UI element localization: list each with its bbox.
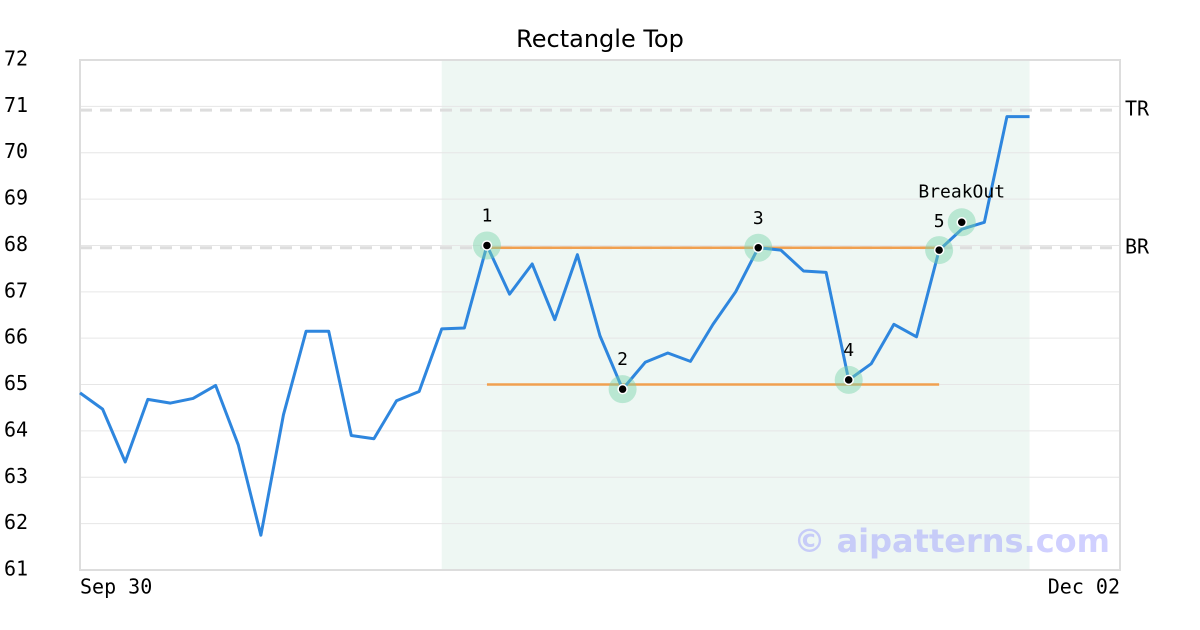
y-tick-label: 69 xyxy=(4,186,28,210)
point-label: 2 xyxy=(617,349,628,370)
price-line xyxy=(79,115,1030,537)
chart-title: Rectangle Top xyxy=(516,25,684,53)
y-tick-label: 68 xyxy=(4,232,28,256)
y-tick-label: 70 xyxy=(4,139,28,163)
y-tick-label: 67 xyxy=(4,278,28,302)
point-dot xyxy=(956,217,967,228)
y-tick-label: 64 xyxy=(4,417,28,441)
y-tick-label: 65 xyxy=(4,371,28,395)
y-tick-label: 66 xyxy=(4,325,28,349)
point-label: 3 xyxy=(753,208,764,229)
point-dot xyxy=(481,240,493,251)
shaded-region xyxy=(441,60,1030,570)
level-label: BR xyxy=(1125,234,1150,258)
point-dot xyxy=(933,244,945,256)
x-tick-label: Sep 30 xyxy=(80,575,152,599)
point-label: 5 xyxy=(934,211,945,232)
point-label: BreakOut xyxy=(918,181,1005,202)
y-tick-label: 71 xyxy=(4,93,28,117)
plot-border xyxy=(79,59,1121,571)
level-label: TR xyxy=(1125,97,1150,121)
y-tick-label: 62 xyxy=(4,510,28,534)
x-tick-label: Dec 02 xyxy=(1048,575,1120,599)
point-dot xyxy=(843,374,854,386)
y-tick-label: 72 xyxy=(4,47,28,71)
point-label: 4 xyxy=(843,340,854,361)
point-label: 1 xyxy=(482,205,493,226)
y-tick-label: 63 xyxy=(4,464,28,488)
watermark: © aipatterns.com xyxy=(793,522,1110,560)
point-dot xyxy=(753,242,764,254)
y-tick-label: 61 xyxy=(4,557,28,581)
point-dot xyxy=(617,383,628,395)
